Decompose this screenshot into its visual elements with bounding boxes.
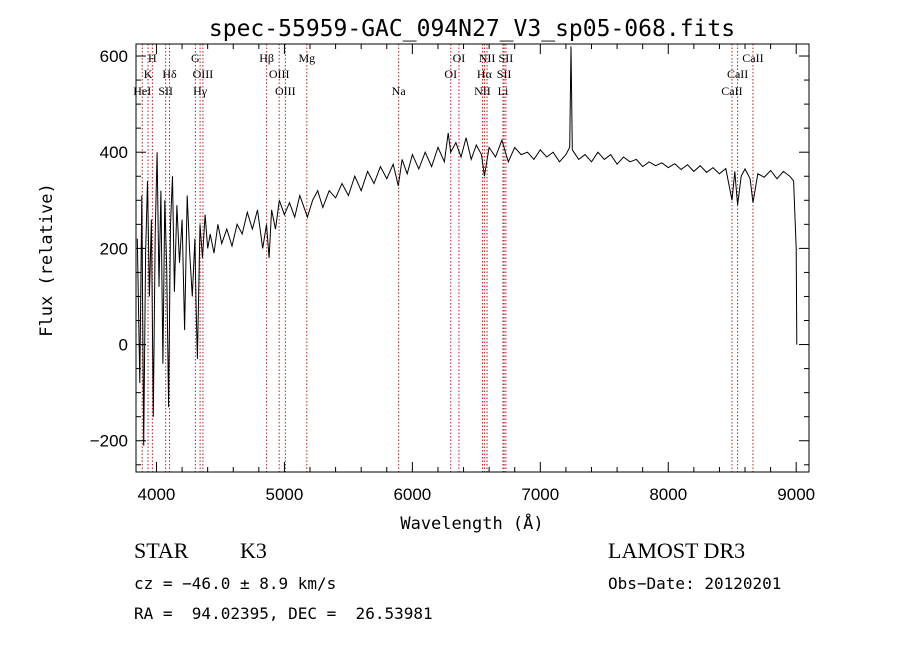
spectrum-line [136,46,798,446]
spectral-line-label: Na [392,84,407,98]
x-axis-label: Wavelength (Å) [400,512,543,534]
spectral-line-label: NII [474,84,491,98]
x-tick-label: 9000 [777,485,815,504]
x-tick-label: 7000 [521,485,559,504]
spectral-line-label: SII [499,51,514,65]
redshift-velocity: cz = −46.0 ± 8.9 km/s [134,574,337,593]
y-tick-label: 600 [100,47,128,66]
y-axis-label: Flux (relative) [37,183,57,337]
spectral-line-label: Li [498,84,509,98]
coordinates: RA = 94.02395, DEC = 26.53981 [134,604,433,623]
y-tick-label: 400 [100,143,128,162]
spectral-line-label: CaII [721,84,742,98]
x-tick-label: 8000 [649,485,687,504]
spectral-line-label: K [144,67,153,81]
spectral-line-label: Hγ [193,84,208,98]
spectral-line-label: OIII [269,67,290,81]
chart-title: spec-55959-GAC_094N27_V3_sp05-068.fits [209,16,735,42]
object-type: STAR [134,538,189,563]
spectral-line-label: Hβ [259,51,274,65]
spectral-line-label: Hδ [162,67,177,81]
observation-date: Obs−Date: 20120201 [608,574,782,593]
spectral-line-label: NII [479,51,496,65]
spectral-line-label: SII [497,67,512,81]
spectral-line-label: OIII [193,67,214,81]
spectral-line-label: SII [158,84,173,98]
survey-name: LAMOST DR3 [608,538,746,563]
spectral-line-label: OI [444,67,457,81]
spectral-line-label: CaII [727,67,748,81]
spectral-line-label: OI [453,51,466,65]
y-tick-label: −200 [90,432,128,451]
spectral-line-label: CaII [742,51,763,65]
plot-frame [135,43,810,473]
spectral-line-label: Hα [477,67,493,81]
spectral-line-markers [141,44,754,472]
x-tick-label: 5000 [266,485,304,504]
object-subclass: K3 [240,538,267,563]
spectral-line-label: OIII [275,84,296,98]
x-tick-label: 6000 [393,485,431,504]
spectral-line-label: Mg [298,51,315,65]
y-tick-label: 0 [119,336,128,355]
y-tick-label: 200 [100,239,128,258]
spectral-line-label: HeI [133,84,151,98]
spectral-line-label: H [148,51,157,65]
spectral-line-label: G [191,51,200,65]
spectral-line-labels: HK HeI SII Hδ G OIII Hγ Hβ OIII OIII Mg Na OI OI NII NI… [133,51,763,98]
y-axis-ticks: −200 0 200 400 600 [90,47,809,466]
x-axis-ticks: 4000 5000 6000 7000 8000 9000 [138,44,815,504]
x-tick-label: 4000 [138,485,176,504]
